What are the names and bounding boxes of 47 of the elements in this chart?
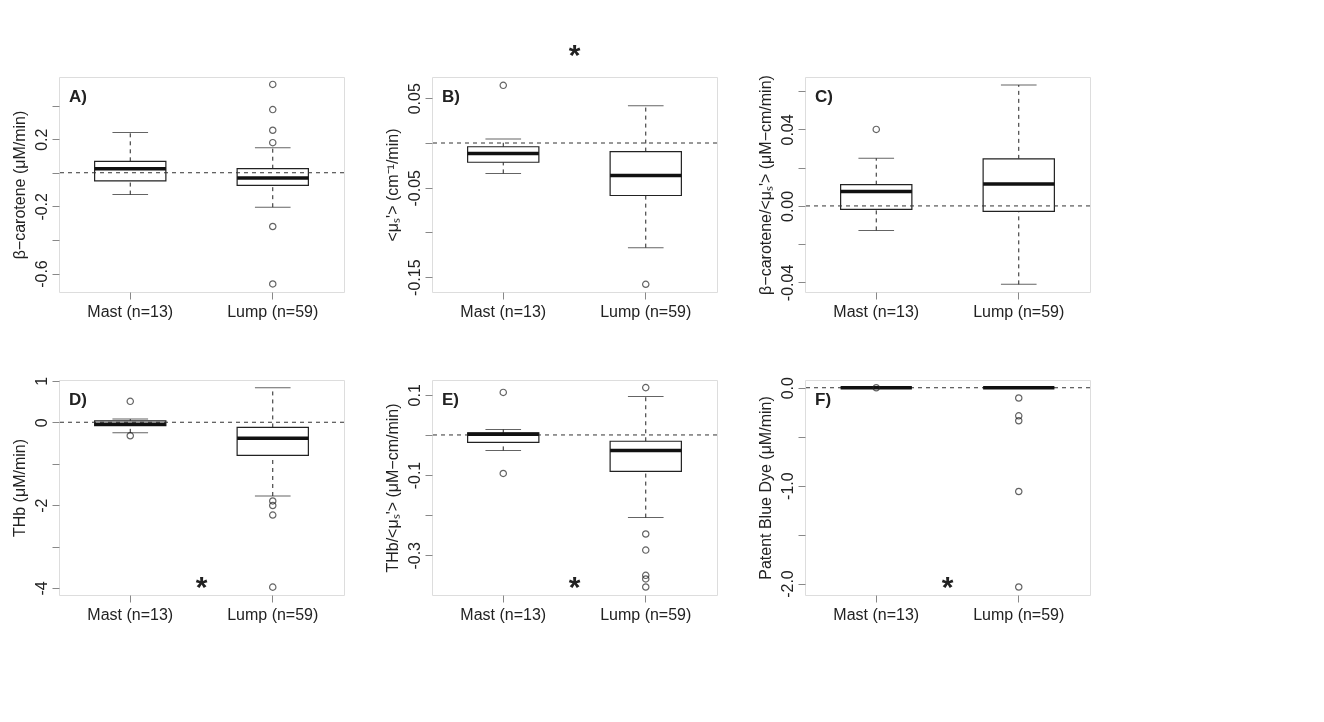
y-tick-label: 0.00 — [778, 190, 796, 222]
y-tick-label: 0 — [32, 418, 50, 428]
y-tick-label: 0.2 — [32, 128, 50, 151]
y-tick-label: 1 — [32, 376, 50, 386]
y-tick-label: 0.1 — [405, 384, 423, 407]
text: D) — [69, 390, 87, 409]
y-tick-label: -0.3 — [405, 541, 423, 570]
y-tick-label: -2.0 — [778, 570, 796, 598]
y-axis-title: THb (μM/min) — [10, 438, 28, 538]
text: F) — [815, 390, 832, 409]
y-tick-label: 0.0 — [778, 377, 796, 400]
x-tick-label: Mast (n=13) — [833, 605, 920, 623]
annotation: * — [195, 570, 208, 603]
y-tick-label: -0.1 — [405, 461, 423, 490]
annotation: * — [941, 570, 954, 603]
text: E) — [442, 390, 459, 409]
y-tick-label: -2 — [32, 498, 50, 513]
x-tick-label: Lump (n=59) — [600, 302, 692, 320]
y-tick-label: -1.0 — [778, 472, 796, 500]
y-axis-title: Patent Blue Dye (μM/min) — [756, 396, 774, 580]
y-tick-label: -0.2 — [32, 192, 50, 221]
x-tick-label: Mast (n=13) — [460, 302, 547, 320]
y-tick-label: 0.05 — [405, 83, 423, 115]
y-axis-title: <μₛ'> (cm⁻¹/min) — [383, 128, 401, 242]
annotation: * — [568, 570, 581, 603]
x-tick-label: Lump (n=59) — [973, 605, 1065, 623]
text: A) — [69, 87, 87, 106]
x-tick-label: Lump (n=59) — [227, 605, 319, 623]
y-axis-title: THb/<μₛ'> (μM−cm/min) — [383, 403, 401, 573]
y-tick-label: -0.05 — [405, 169, 423, 207]
text: C) — [815, 87, 833, 106]
y-axis-title: β−carotene (μM/min) — [10, 110, 28, 260]
x-tick-label: Mast (n=13) — [87, 605, 174, 623]
y-axis-title: β−carotene/<μₛ'> (μM−cm/min) — [756, 75, 774, 295]
y-tick-label: -0.15 — [405, 259, 423, 296]
x-tick-label: Lump (n=59) — [973, 302, 1065, 320]
x-tick-label: Mast (n=13) — [833, 302, 920, 320]
y-tick-label: -0.04 — [778, 264, 796, 302]
y-tick-label: -0.6 — [32, 260, 50, 288]
y-tick-label: -4 — [32, 581, 50, 596]
text: B) — [442, 87, 460, 106]
x-tick-label: Lump (n=59) — [600, 605, 692, 623]
x-tick-label: Mast (n=13) — [87, 302, 174, 320]
x-tick-label: Lump (n=59) — [227, 302, 319, 320]
y-tick-label: 0.04 — [778, 114, 796, 146]
text: * — [568, 38, 581, 71]
x-tick-label: Mast (n=13) — [460, 605, 547, 623]
